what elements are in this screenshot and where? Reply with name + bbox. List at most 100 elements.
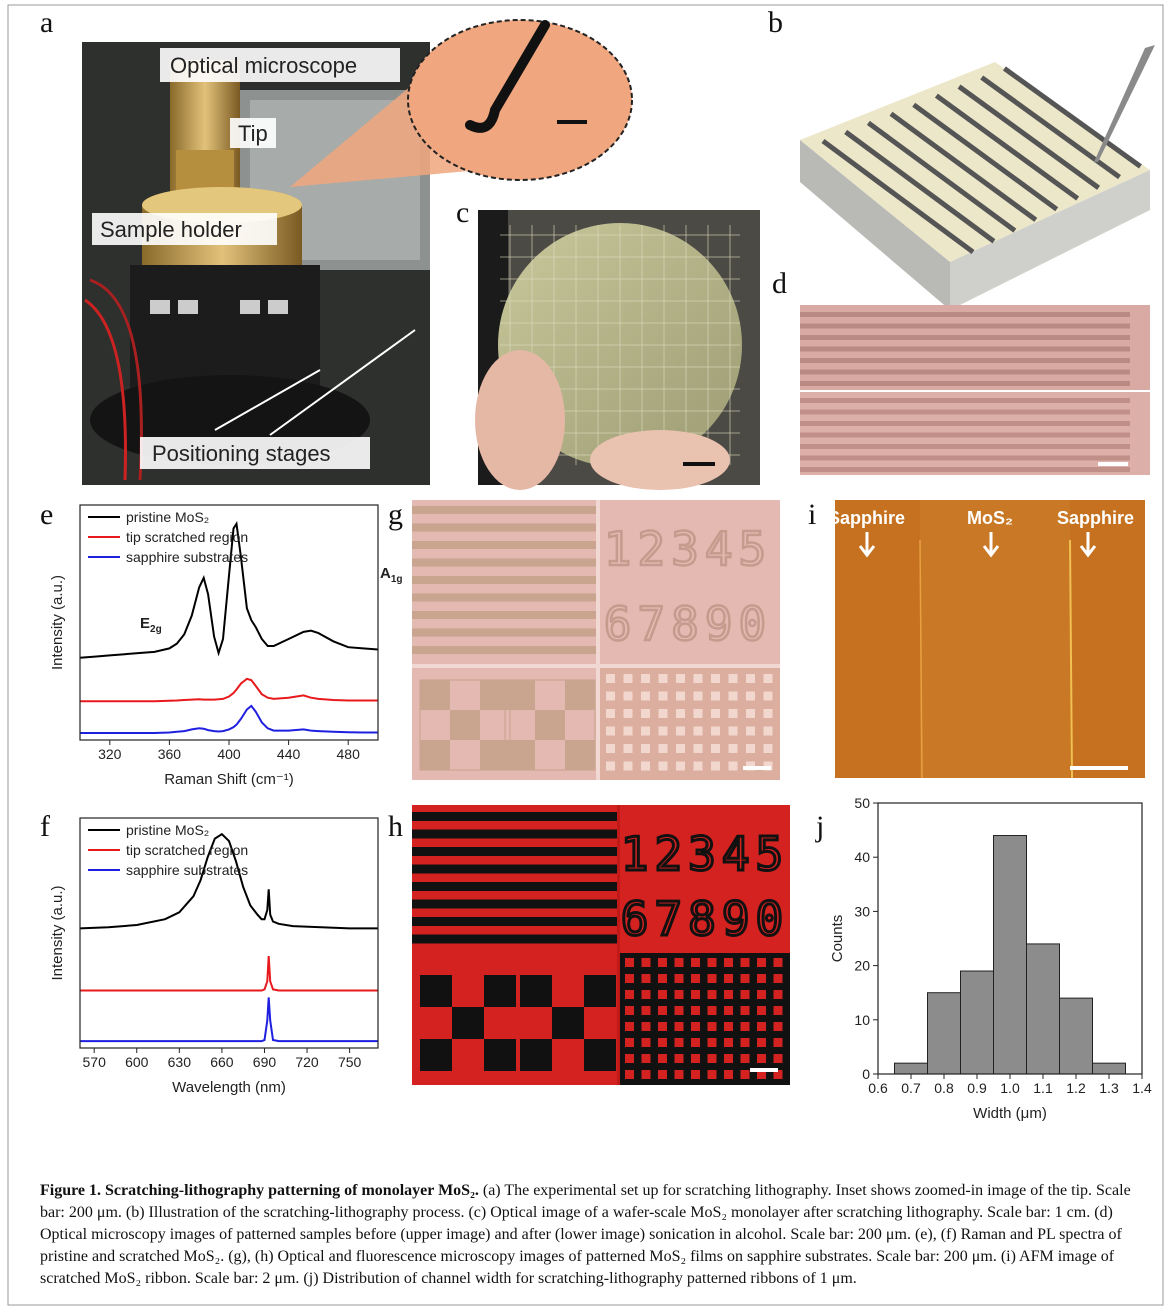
square — [641, 709, 650, 718]
square — [606, 674, 615, 683]
stripe — [800, 347, 1130, 352]
checker — [535, 710, 565, 740]
x-tick-label: 0.6 — [868, 1080, 888, 1096]
stripe — [800, 456, 1130, 461]
square — [675, 1070, 684, 1079]
stripe — [412, 935, 617, 944]
square — [676, 674, 685, 683]
square — [676, 762, 685, 771]
square — [729, 674, 738, 683]
square — [641, 674, 650, 683]
panel-letter: j — [815, 810, 824, 843]
square — [658, 1022, 667, 1031]
bar — [928, 993, 961, 1074]
legend-label: tip scratched region — [126, 529, 248, 545]
square — [642, 1054, 651, 1063]
square — [659, 744, 668, 753]
square — [708, 1006, 717, 1015]
stripe — [800, 444, 1130, 449]
figure: Optical microscope Tip Sample holder Pos… — [0, 0, 1171, 1312]
square — [675, 974, 684, 983]
square — [641, 727, 650, 736]
photo-label: Positioning stages — [152, 441, 331, 466]
square — [694, 762, 703, 771]
x-tick-label: 320 — [98, 746, 122, 762]
square — [741, 1006, 750, 1015]
y-tick-label: 30 — [854, 903, 870, 919]
panel-letter: b — [768, 6, 783, 39]
square — [658, 1054, 667, 1063]
square — [724, 1070, 733, 1079]
scale-bar — [750, 1068, 778, 1072]
square — [691, 1006, 700, 1015]
square — [658, 1006, 667, 1015]
square — [746, 674, 755, 683]
bar — [1027, 944, 1060, 1074]
square — [757, 1038, 766, 1047]
panel-letter: e — [40, 498, 53, 531]
checker — [552, 1007, 584, 1039]
stripe — [412, 506, 596, 514]
photo-label: Optical microscope — [170, 53, 357, 78]
square — [711, 674, 720, 683]
square — [741, 990, 750, 999]
square — [675, 1022, 684, 1031]
x-tick-label: 660 — [210, 1054, 234, 1070]
square — [694, 709, 703, 718]
square — [746, 709, 755, 718]
ellipse — [590, 430, 730, 490]
afm-label: MoS₂ — [967, 508, 1013, 528]
square — [724, 974, 733, 983]
stripe — [800, 381, 1130, 386]
square — [694, 674, 703, 683]
square — [691, 1022, 700, 1031]
checker — [520, 975, 552, 1007]
stripe — [412, 847, 617, 856]
annotation-sub: 2g — [150, 624, 162, 635]
bar — [1093, 1063, 1126, 1074]
square — [691, 974, 700, 983]
rect — [920, 500, 1070, 778]
square — [746, 744, 755, 753]
checker — [565, 740, 595, 770]
square — [625, 958, 634, 967]
square — [624, 692, 633, 701]
square — [641, 692, 650, 701]
divider — [412, 664, 780, 668]
stripe — [412, 917, 617, 926]
line — [80, 956, 378, 991]
annotation-main: A — [380, 565, 391, 582]
square — [624, 762, 633, 771]
stripe — [800, 398, 1130, 403]
square — [642, 1038, 651, 1047]
square — [711, 744, 720, 753]
line — [80, 679, 378, 701]
square — [606, 709, 615, 718]
square — [724, 1054, 733, 1063]
y-tick-label: 40 — [854, 849, 870, 865]
annotation: A1g — [380, 565, 403, 585]
stripe — [412, 830, 617, 839]
photo-label: Sample holder — [100, 217, 242, 242]
panel-letter: a — [40, 6, 53, 39]
ellipse — [475, 350, 565, 490]
square — [729, 709, 738, 718]
square — [625, 1070, 634, 1079]
square — [641, 744, 650, 753]
x-tick-label: 0.7 — [901, 1080, 921, 1096]
x-tick-label: 480 — [337, 746, 361, 762]
square — [691, 1038, 700, 1047]
square — [774, 1054, 783, 1063]
checker — [420, 1039, 452, 1071]
square — [694, 692, 703, 701]
square — [691, 990, 700, 999]
divider — [617, 805, 620, 1085]
square — [676, 692, 685, 701]
square — [606, 744, 615, 753]
pattern-digits: 12345 — [604, 522, 772, 576]
square — [606, 762, 615, 771]
stripe — [412, 524, 596, 532]
scale-bar — [743, 766, 771, 770]
square — [642, 974, 651, 983]
x-tick-label: 720 — [295, 1054, 319, 1070]
